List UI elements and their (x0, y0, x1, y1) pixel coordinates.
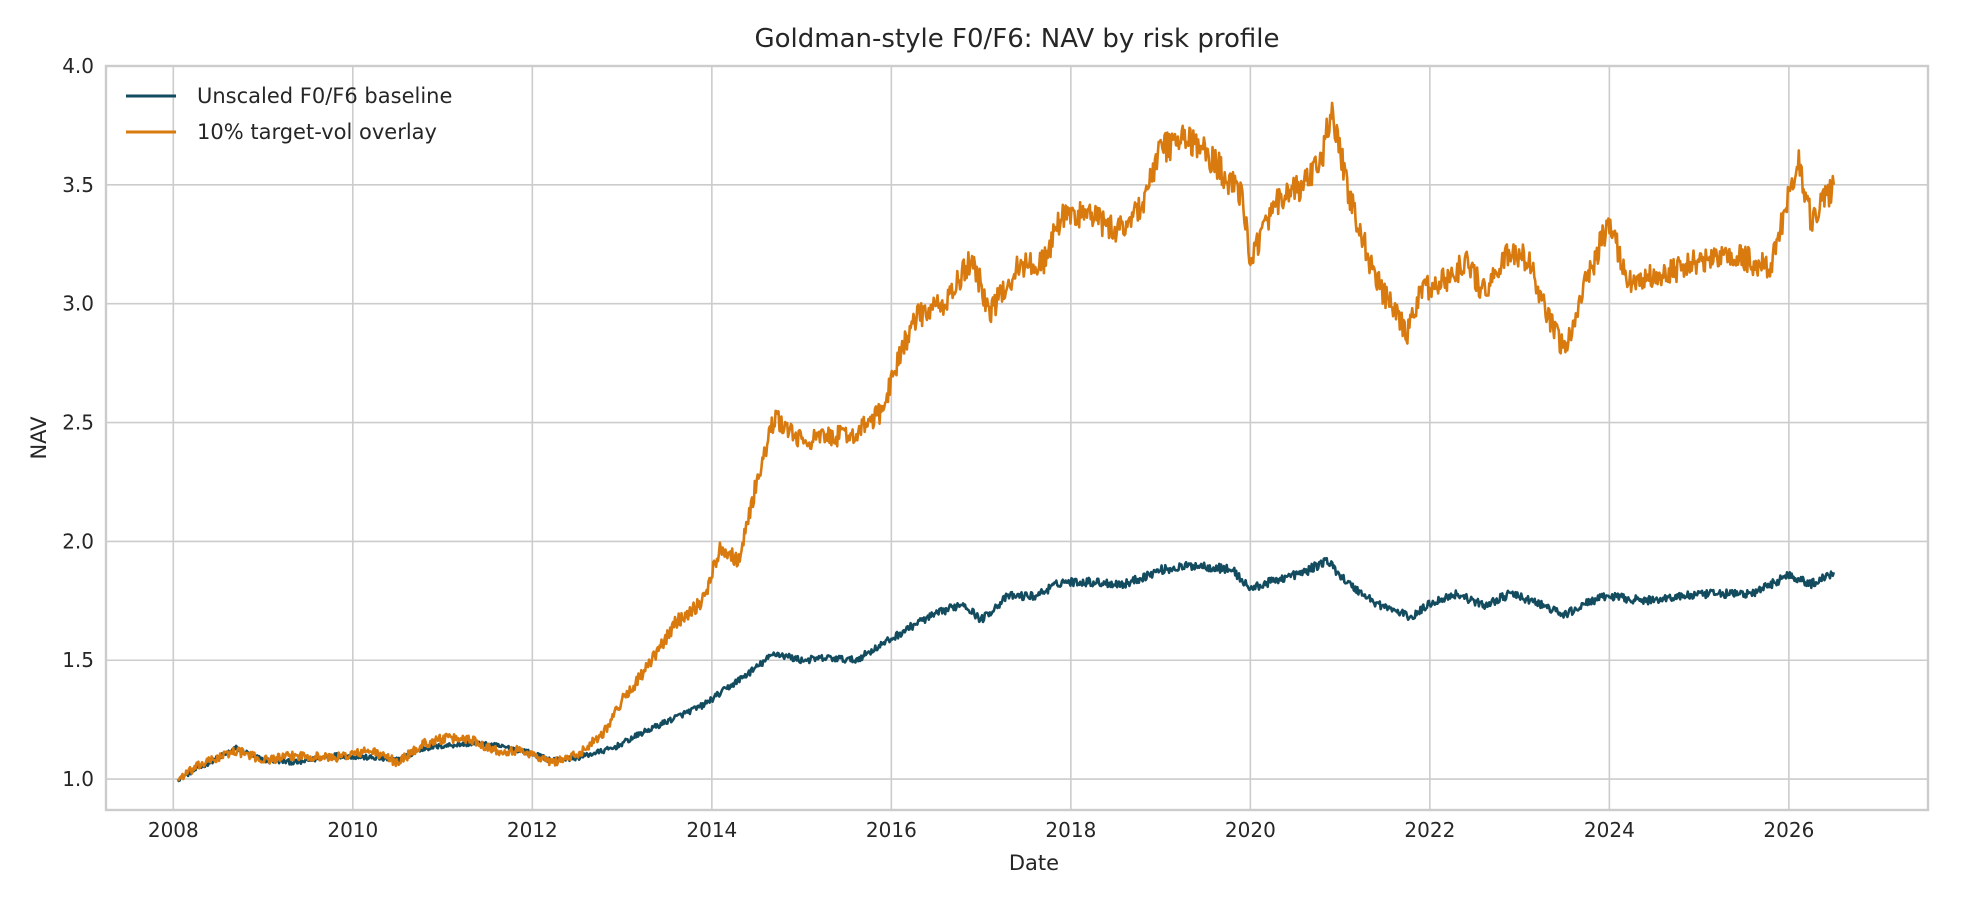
x-tick-label: 2026 (1763, 818, 1814, 842)
tick-labels: 2008 2010 2012 2014 2016 2018 2020 2022 2024 2026… (62, 54, 1814, 842)
series-line-0 (176, 556, 1836, 783)
y-tick-label: 3.0 (62, 292, 94, 316)
x-tick-label: 2024 (1584, 818, 1635, 842)
plot-area (106, 66, 1928, 810)
x-tick-label: 2012 (507, 818, 558, 842)
legend-label: Unscaled F0/F6 baseline (197, 84, 452, 108)
y-tick-label: 1.0 (62, 767, 94, 791)
x-tick-label: 2010 (327, 818, 378, 842)
series-line-1 (176, 101, 1836, 782)
series-lines (176, 101, 1836, 783)
legend-label: 10% target-vol overlay (197, 120, 437, 144)
x-axis-label: Date (1009, 851, 1059, 875)
y-tick-label: 4.0 (62, 54, 94, 78)
x-tick-label: 2008 (148, 818, 199, 842)
x-tick-label: 2022 (1404, 818, 1455, 842)
y-tick-label: 3.5 (62, 173, 94, 197)
legend: Unscaled F0/F6 baseline 10% target-vol ov… (126, 84, 452, 144)
x-tick-label: 2020 (1225, 818, 1276, 842)
chart-title: Goldman-style F0/F6: NAV by risk profile (755, 24, 1280, 54)
y-tick-label: 2.0 (62, 529, 94, 553)
plot-frame (104, 64, 1930, 812)
y-tick-label: 1.5 (62, 648, 94, 672)
y-tick-label: 2.5 (62, 411, 94, 435)
y-axis-label: NAV (27, 416, 51, 460)
x-tick-label: 2018 (1045, 818, 1096, 842)
x-tick-label: 2014 (686, 818, 737, 842)
x-tick-label: 2016 (866, 818, 917, 842)
